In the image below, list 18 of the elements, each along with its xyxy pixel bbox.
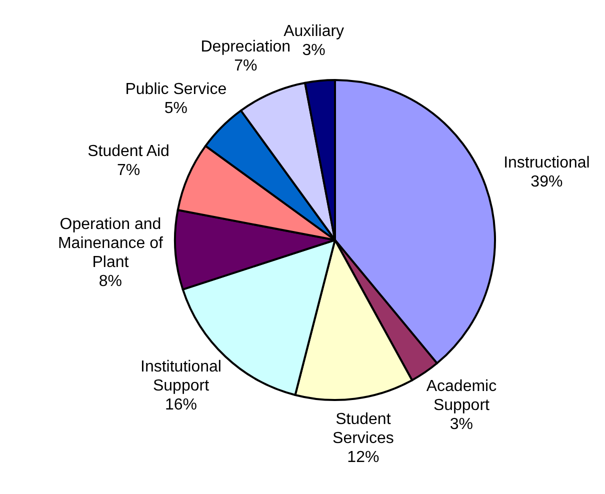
slice-label: Academic Support	[426, 378, 497, 414]
data-label: 39%	[530, 174, 563, 190]
data-label: 3%	[450, 416, 474, 434]
slice-label: Auxiliary	[284, 23, 344, 40]
data-label: 16%	[164, 396, 197, 414]
data-label: 5%	[164, 100, 188, 117]
data-label: 12%	[347, 449, 380, 466]
slice-label: Institutional Support	[140, 358, 222, 395]
slice-label: Public Service	[125, 80, 227, 98]
slice-label: Student Aid	[88, 142, 170, 160]
data-label: 3%	[302, 42, 326, 60]
slice-label: Student Services	[332, 411, 394, 448]
slice-label: Depreciation	[200, 38, 291, 56]
data-label: 7%	[234, 58, 258, 75]
data-label: 7%	[116, 162, 140, 179]
slice-label: Instructional	[504, 154, 590, 172]
data-label: 8%	[98, 272, 122, 290]
slice-label: Operation and Mainenance of Plant	[58, 216, 164, 271]
